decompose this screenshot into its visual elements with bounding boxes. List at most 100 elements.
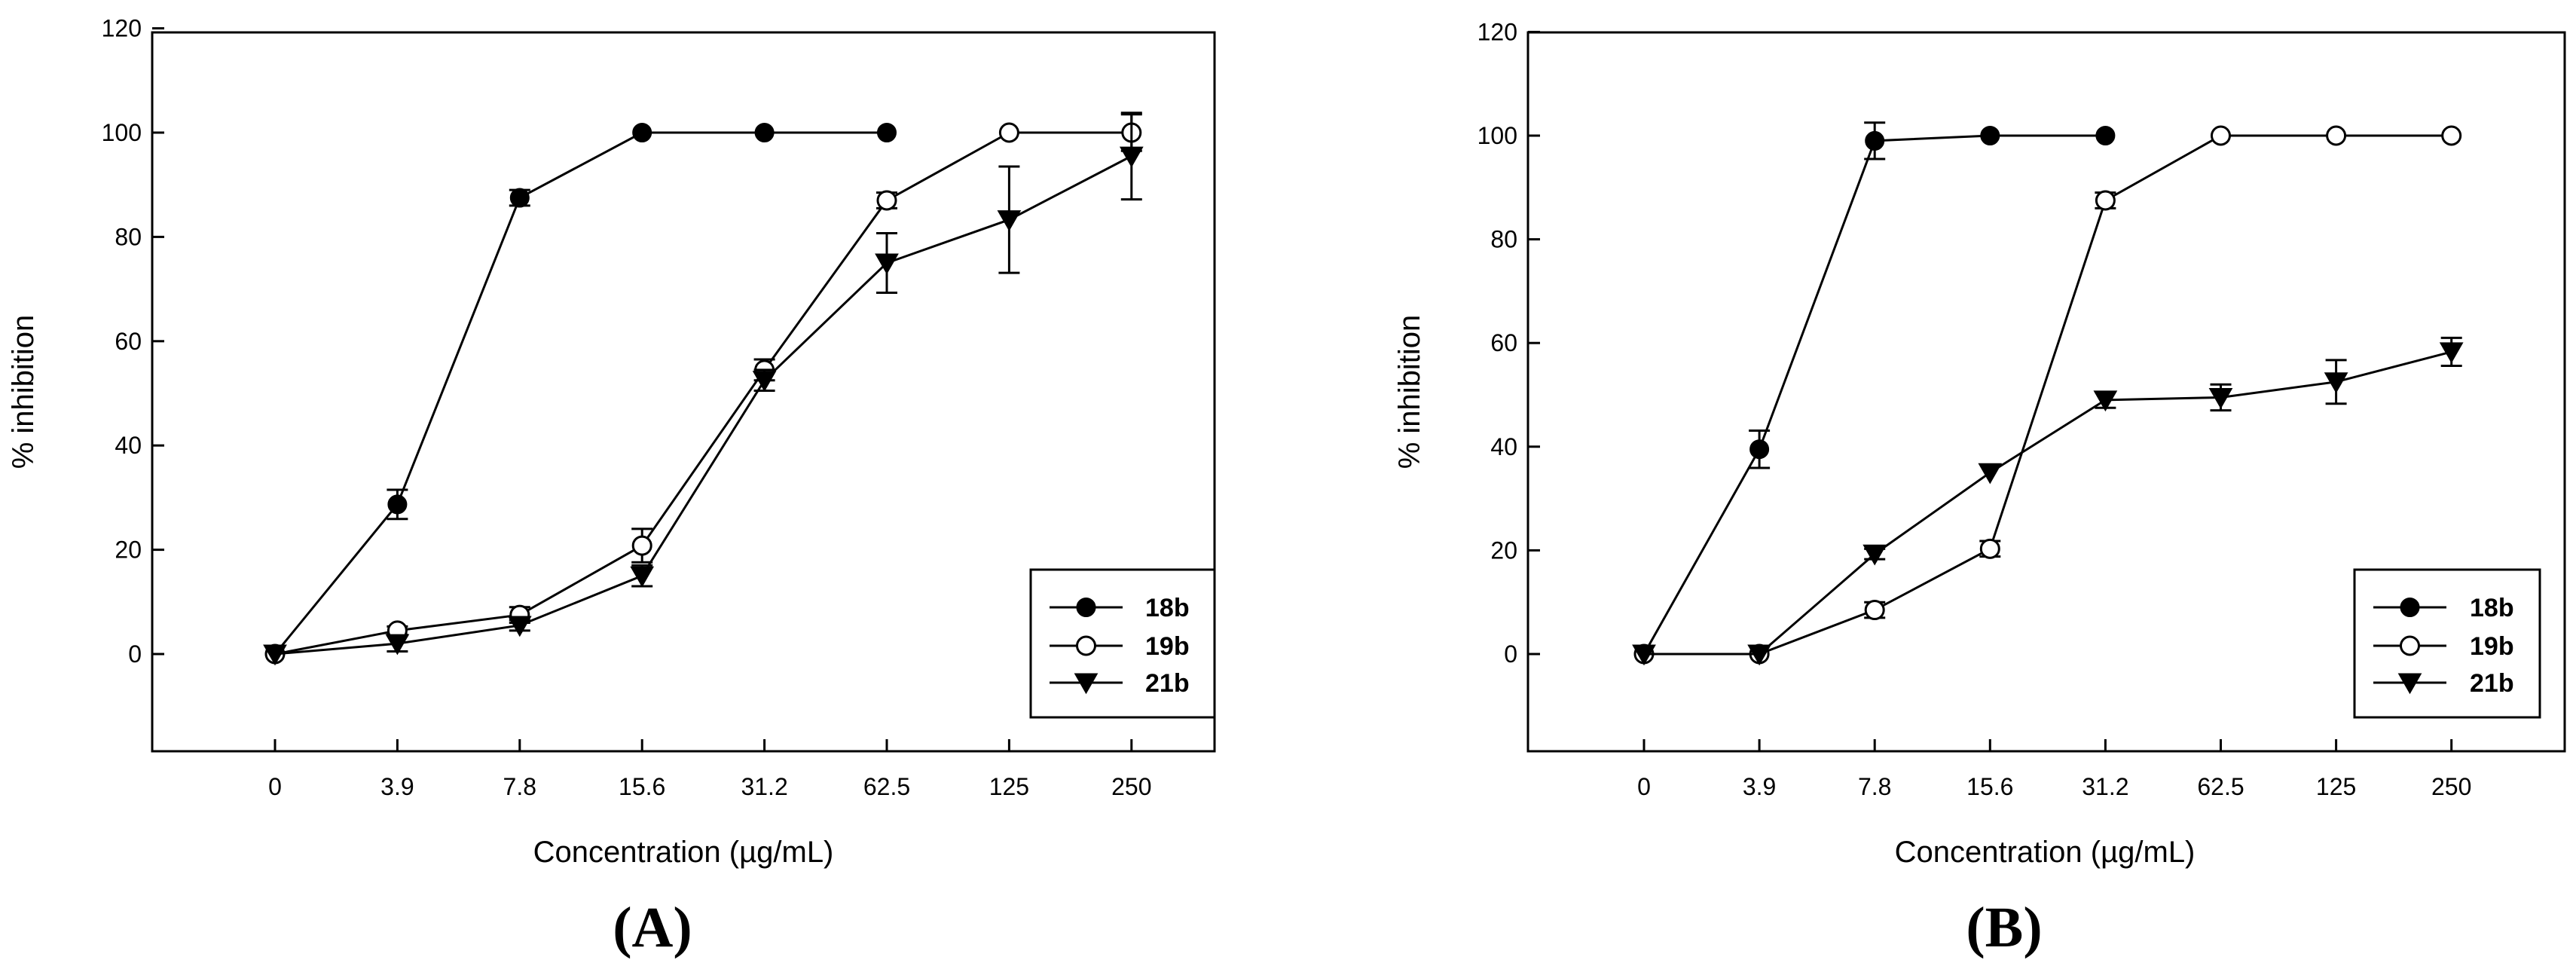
plot-frame [1526, 31, 2566, 753]
legend-marker [2400, 598, 2420, 617]
y-tick-label: 60 [115, 328, 142, 355]
panel-label: (B) [1966, 896, 2042, 959]
legend: 18b 19b 21b [1029, 568, 1216, 719]
data-point [1749, 439, 1770, 460]
data-point [507, 616, 532, 637]
legend-entry-18b: 18b [2373, 594, 2514, 622]
x-tick-label: 31.2 [2082, 773, 2128, 800]
series-line [1644, 134, 2452, 656]
x-axis-title: Concentration (µg/mL) [1895, 836, 2196, 869]
data-point [1632, 644, 1656, 666]
x-axis: 0 3.9 7.8 15.6 31.2 62.5 125 250 [1637, 739, 2471, 800]
x-axis-title: Concentration (µg/mL) [533, 836, 834, 869]
plot-frame [151, 31, 1216, 753]
data-point [1980, 126, 2000, 145]
series-line [274, 131, 1132, 656]
y-axis: 0 20 40 60 80 100 120 [1477, 18, 1540, 668]
data-point [1119, 146, 1144, 168]
series-layer [263, 112, 1144, 666]
legend-label: 21b [2470, 669, 2514, 698]
series-19b [264, 113, 1142, 665]
legend-marker [1074, 673, 1099, 695]
legend-marker [1076, 598, 1096, 617]
x-tick-label: 250 [2431, 773, 2471, 800]
legend-entry-21b: 21b [2373, 669, 2514, 698]
series-line [1642, 134, 2106, 655]
x-axis: 0 3.9 7.8 15.6 31.2 62.5 125 250 [268, 739, 1151, 800]
y-tick-label: 120 [102, 15, 142, 42]
data-point [997, 210, 1022, 231]
data-point [630, 566, 655, 588]
legend-label: 21b [1145, 669, 1190, 698]
y-tick-label: 20 [115, 536, 142, 564]
legend: 18b 19b 21b [2353, 568, 2541, 719]
x-tick-label: 62.5 [2197, 773, 2244, 800]
legend-marker [2397, 673, 2422, 695]
series-21b [263, 112, 1144, 666]
data-point [2095, 190, 2116, 211]
y-axis-title: % inhibition [1393, 315, 1426, 469]
series-line [274, 154, 1132, 656]
data-point [998, 122, 1019, 143]
data-point [263, 644, 287, 666]
x-tick-label: 7.8 [1858, 773, 1891, 800]
x-tick-label: 0 [268, 773, 282, 800]
data-point [875, 253, 899, 275]
data-point [2208, 387, 2233, 409]
legend-entry-19b: 19b [2373, 632, 2514, 661]
data-point [1747, 644, 1771, 666]
x-tick-label: 3.9 [1743, 773, 1776, 800]
data-point [1862, 544, 1887, 566]
data-point [2095, 126, 2116, 145]
y-tick-label: 100 [1477, 122, 1517, 149]
series-line [273, 131, 887, 655]
series-layer [1632, 121, 2464, 666]
data-point [387, 494, 408, 515]
legend-entry-21b: 21b [1050, 669, 1190, 698]
x-tick-label: 125 [2316, 773, 2356, 800]
data-point [632, 123, 652, 142]
y-tick-label: 40 [1490, 433, 1517, 460]
data-point [2211, 125, 2231, 146]
legend-box [2353, 568, 2541, 719]
y-tick-label: 80 [1490, 226, 1517, 253]
x-tick-label: 31.2 [741, 773, 787, 800]
data-point [1864, 600, 1885, 621]
legend-label: 18b [2470, 594, 2514, 622]
legend-marker [1076, 635, 1096, 656]
y-tick-label: 20 [1490, 536, 1517, 564]
y-tick-label: 80 [115, 223, 142, 250]
legend-entry-18b: 18b [1050, 594, 1190, 622]
legend-label: 19b [1145, 632, 1190, 661]
series-21b [1632, 336, 2464, 666]
data-point [2093, 390, 2118, 412]
x-tick-label: 250 [1111, 773, 1151, 800]
y-tick-label: 40 [115, 432, 142, 459]
x-tick-label: 7.8 [503, 773, 536, 800]
data-point [752, 371, 777, 392]
y-tick-label: 100 [102, 119, 142, 146]
data-point [2326, 125, 2347, 146]
legend-marker [2400, 635, 2420, 656]
x-tick-label: 15.6 [1966, 773, 2013, 800]
data-point [2324, 372, 2348, 394]
x-tick-label: 62.5 [863, 773, 910, 800]
legend-entry-19b: 19b [1050, 632, 1190, 661]
x-tick-label: 125 [989, 773, 1029, 800]
y-axis-title: % inhibition [7, 315, 40, 469]
x-tick-label: 3.9 [380, 773, 414, 800]
data-point [385, 634, 410, 656]
y-axis: 0 20 40 60 80 100 120 [102, 15, 164, 668]
series-18b [265, 123, 897, 664]
data-point [754, 123, 775, 142]
legend-box [1029, 568, 1216, 719]
chart-panel-b: 0 20 40 60 80 100 120 0 3.9 7.8 15.6 31.2 62.5 125 25… [1393, 18, 2566, 959]
legend-label: 19b [2470, 632, 2514, 661]
data-point [1979, 538, 2000, 559]
data-point [877, 123, 897, 142]
data-point [1865, 130, 1885, 151]
chart-panel-a: 0 20 40 60 80 100 120 0 3.9 7.8 15.6 31.2 62.5 125 25… [7, 15, 1216, 959]
data-point [2441, 125, 2462, 146]
y-tick-label: 0 [1504, 640, 1517, 668]
